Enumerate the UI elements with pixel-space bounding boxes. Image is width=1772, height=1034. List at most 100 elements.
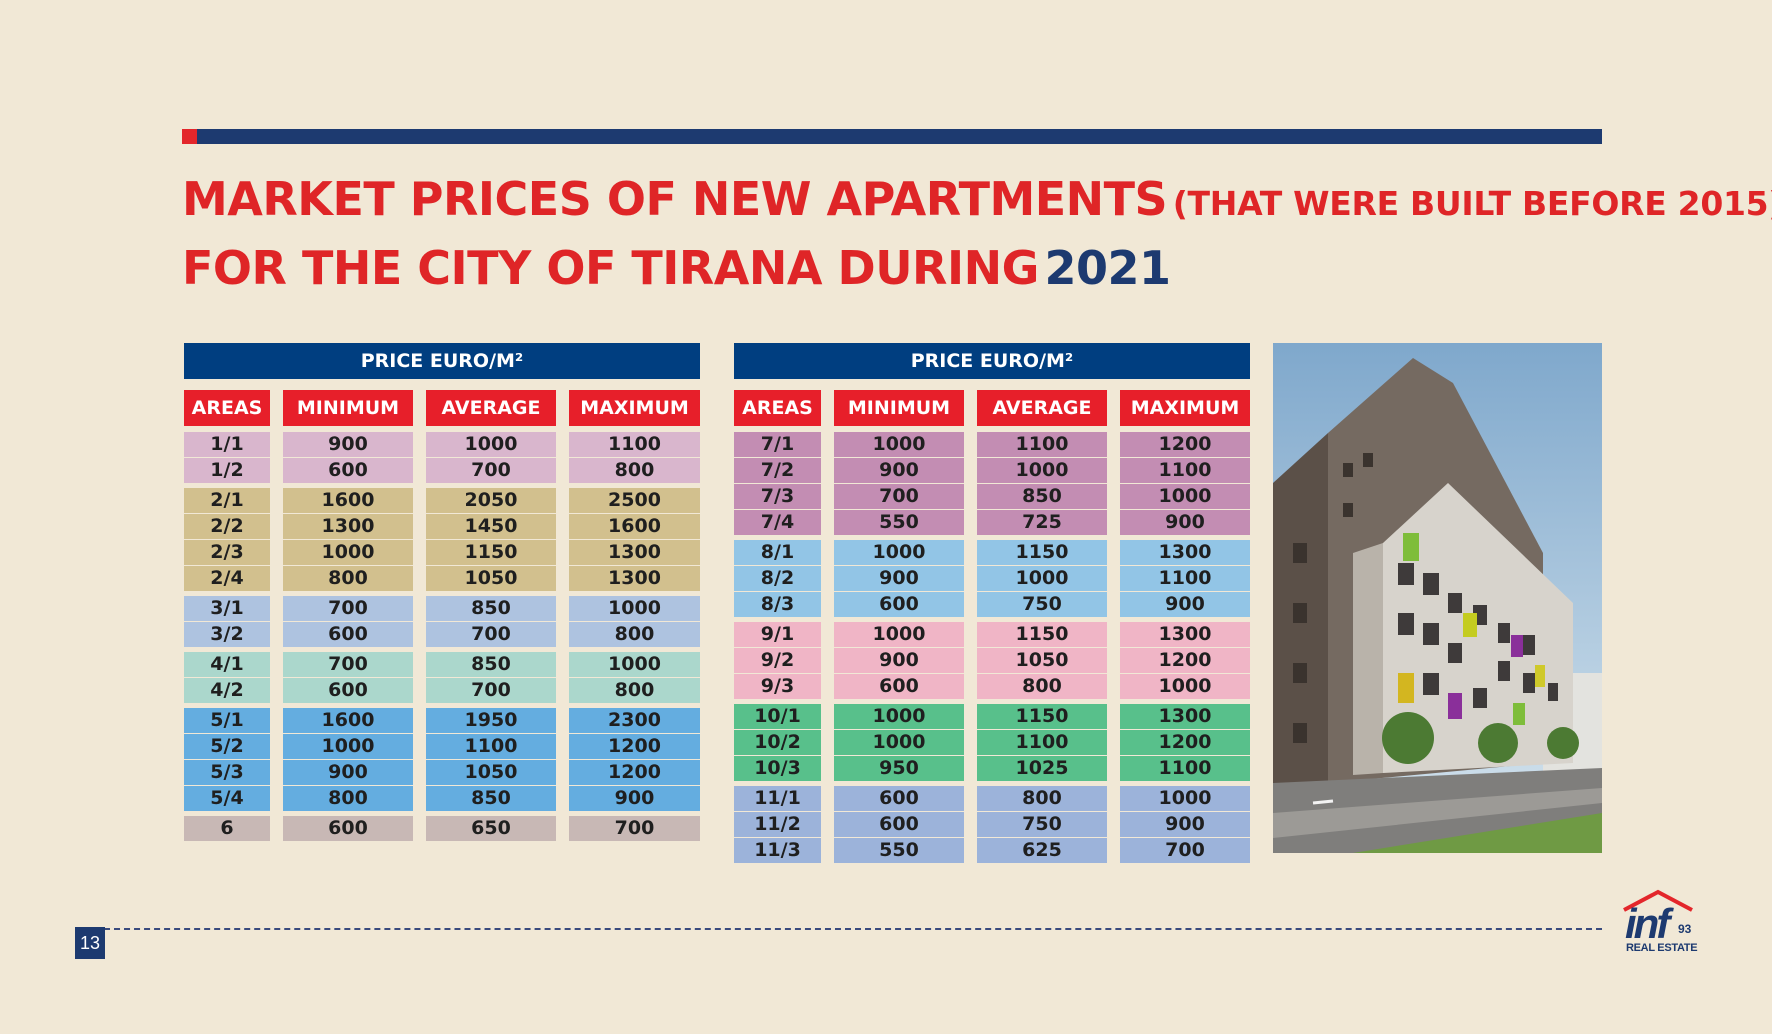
area-cell: 4/1 (184, 652, 270, 677)
column-areas: AREAS (184, 390, 270, 426)
area-cell: 11/3 (734, 838, 821, 863)
area-cell: 5/2 (184, 734, 270, 759)
average-cell: 800 (977, 786, 1107, 811)
table-row: 10/1 1000 1150 1300 (734, 704, 1250, 729)
area-cell: 7/4 (734, 510, 821, 535)
table-row: 2/4 800 1050 1300 (184, 566, 700, 591)
title-line1: MARKET PRICES OF NEW APARTMENTS (182, 172, 1168, 226)
minimum-cell: 1000 (283, 540, 413, 565)
table-row: 8/1 1000 1150 1300 (734, 540, 1250, 565)
average-cell: 1950 (426, 708, 556, 733)
maximum-cell: 1600 (569, 514, 700, 539)
area-cell: 6 (184, 816, 270, 841)
area-cell: 7/1 (734, 432, 821, 457)
minimum-cell: 1300 (283, 514, 413, 539)
average-cell: 850 (426, 652, 556, 677)
minimum-cell: 700 (283, 596, 413, 621)
table-row: 3/2 600 700 800 (184, 622, 700, 647)
table-row: 6 600 650 700 (184, 816, 700, 841)
average-cell: 1100 (426, 734, 556, 759)
area-cell: 3/2 (184, 622, 270, 647)
minimum-cell: 950 (834, 756, 964, 781)
maximum-cell: 900 (1120, 592, 1250, 617)
minimum-cell: 1600 (283, 708, 413, 733)
minimum-cell: 1000 (834, 704, 964, 729)
average-cell: 1150 (426, 540, 556, 565)
area-cell: 11/1 (734, 786, 821, 811)
maximum-cell: 2300 (569, 708, 700, 733)
minimum-cell: 600 (283, 816, 413, 841)
minimum-cell: 700 (283, 652, 413, 677)
maximum-cell: 1200 (1120, 432, 1250, 457)
area-cell: 10/2 (734, 730, 821, 755)
table-row: 2/1 1600 2050 2500 (184, 488, 700, 513)
roof-icon (1623, 889, 1693, 912)
table-row: 9/2 900 1050 1200 (734, 648, 1250, 673)
table-row: 4/2 600 700 800 (184, 678, 700, 703)
maximum-cell: 1200 (1120, 730, 1250, 755)
average-cell: 850 (426, 786, 556, 811)
average-cell: 700 (426, 458, 556, 483)
maximum-cell: 1300 (1120, 622, 1250, 647)
area-cell: 5/1 (184, 708, 270, 733)
table-row: 8/2 900 1000 1100 (734, 566, 1250, 591)
table-row: 7/3 700 850 1000 (734, 484, 1250, 509)
table-header: PRICE EURO/M² (184, 343, 700, 379)
maximum-cell: 1000 (1120, 674, 1250, 699)
table-row: 5/1 1600 1950 2300 (184, 708, 700, 733)
table-row: 9/1 1000 1150 1300 (734, 622, 1250, 647)
area-cell: 1/2 (184, 458, 270, 483)
maximum-cell: 1200 (569, 734, 700, 759)
average-cell: 625 (977, 838, 1107, 863)
column-maximum: MAXIMUM (569, 390, 700, 426)
table-row: 3/1 700 850 1000 (184, 596, 700, 621)
maximum-cell: 800 (569, 678, 700, 703)
area-cell: 2/2 (184, 514, 270, 539)
area-cell: 9/3 (734, 674, 821, 699)
minimum-cell: 1600 (283, 488, 413, 513)
average-cell: 1000 (426, 432, 556, 457)
minimum-cell: 700 (834, 484, 964, 509)
average-cell: 1000 (977, 458, 1107, 483)
area-cell: 2/4 (184, 566, 270, 591)
area-cell: 5/4 (184, 786, 270, 811)
average-cell: 1150 (977, 540, 1107, 565)
building-photo (1273, 343, 1602, 853)
column-maximum: MAXIMUM (1120, 390, 1250, 426)
minimum-cell: 900 (834, 458, 964, 483)
area-cell: 7/2 (734, 458, 821, 483)
area-cell: 8/3 (734, 592, 821, 617)
maximum-cell: 700 (1120, 838, 1250, 863)
price-table-left: PRICE EURO/M² AREAS MINIMUM AVERAGE MAXI… (184, 343, 700, 853)
maximum-cell: 1000 (1120, 484, 1250, 509)
average-cell: 1100 (977, 730, 1107, 755)
minimum-cell: 1000 (834, 622, 964, 647)
average-cell: 1150 (977, 622, 1107, 647)
column-average: AVERAGE (426, 390, 556, 426)
table-row: 5/2 1000 1100 1200 (184, 734, 700, 759)
area-cell: 11/2 (734, 812, 821, 837)
column-minimum: MINIMUM (283, 390, 413, 426)
top-rule (182, 129, 1602, 144)
area-cell: 5/3 (184, 760, 270, 785)
maximum-cell: 1100 (1120, 458, 1250, 483)
table-row: 5/4 800 850 900 (184, 786, 700, 811)
area-cell: 2/3 (184, 540, 270, 565)
logo-tagline: REAL ESTATE (1626, 942, 1698, 954)
logo-number: 93 (1678, 922, 1692, 936)
minimum-cell: 550 (834, 838, 964, 863)
maximum-cell: 800 (569, 622, 700, 647)
page-number: 13 (75, 927, 105, 959)
average-cell: 850 (426, 596, 556, 621)
area-cell: 2/1 (184, 488, 270, 513)
maximum-cell: 800 (569, 458, 700, 483)
average-cell: 750 (977, 812, 1107, 837)
average-cell: 1000 (977, 566, 1107, 591)
table-header: PRICE EURO/M² (734, 343, 1250, 379)
minimum-cell: 600 (283, 458, 413, 483)
area-cell: 10/1 (734, 704, 821, 729)
column-average: AVERAGE (977, 390, 1107, 426)
maximum-cell: 900 (1120, 510, 1250, 535)
table-row: 11/3 550 625 700 (734, 838, 1250, 863)
maximum-cell: 1300 (1120, 704, 1250, 729)
